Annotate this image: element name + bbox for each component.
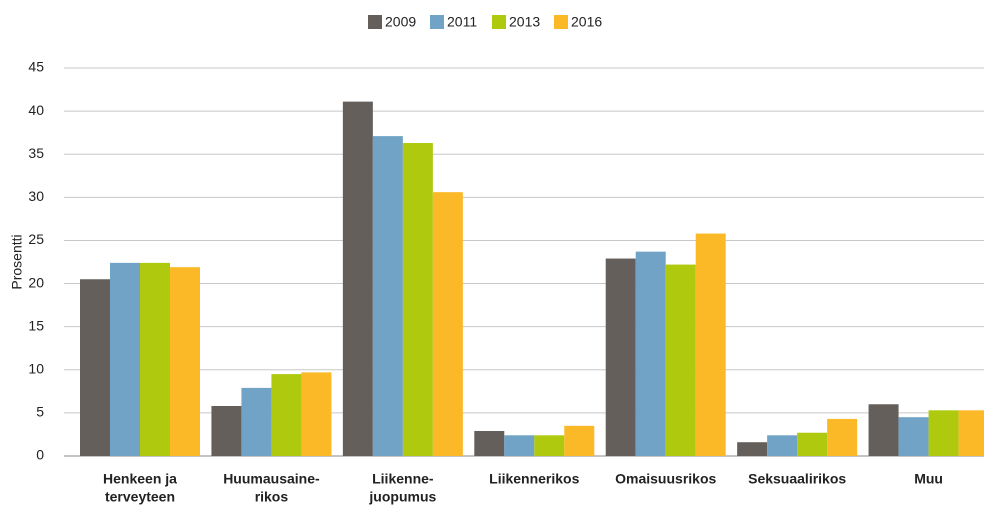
bar xyxy=(695,233,726,456)
bar xyxy=(605,258,636,456)
bar xyxy=(241,387,272,456)
legend-swatch xyxy=(368,15,382,29)
bar xyxy=(928,410,959,456)
y-tick-label: 40 xyxy=(28,102,44,118)
y-tick-label: 30 xyxy=(28,188,44,204)
legend-label: 2013 xyxy=(509,14,540,30)
legend-swatch xyxy=(554,15,568,29)
y-tick-label: 20 xyxy=(28,274,44,290)
bar xyxy=(80,279,110,456)
bar xyxy=(797,432,828,456)
bar xyxy=(474,430,505,456)
bar xyxy=(958,410,984,456)
bar xyxy=(665,264,696,456)
x-tick-label: Huumausaine- xyxy=(223,471,320,487)
bar xyxy=(170,267,200,456)
bar xyxy=(211,405,242,456)
bar xyxy=(827,418,858,456)
bar xyxy=(140,262,170,456)
x-tick-label: Omaisuusrikos xyxy=(615,471,716,487)
bar xyxy=(110,262,140,456)
x-tick-label: Liikennerikos xyxy=(489,471,579,487)
legend-label: 2011 xyxy=(447,14,477,30)
x-tick-label: Muu xyxy=(914,471,943,487)
y-tick-label: 35 xyxy=(28,145,44,161)
x-tick-label: Liikenne- xyxy=(372,471,434,487)
bar xyxy=(564,425,595,456)
legend-label: 2016 xyxy=(571,14,602,30)
bar xyxy=(898,417,929,456)
y-tick-label: 5 xyxy=(36,404,44,420)
bar xyxy=(432,192,463,456)
y-tick-label: 0 xyxy=(36,447,44,463)
x-tick-label: rikos xyxy=(255,489,289,505)
bar xyxy=(767,435,798,456)
bar xyxy=(737,442,768,456)
legend-swatch xyxy=(430,15,444,29)
y-tick-label: 15 xyxy=(28,317,44,333)
y-tick-label: 25 xyxy=(28,231,44,247)
bar xyxy=(301,372,332,456)
bar xyxy=(402,143,433,456)
y-tick-label: 45 xyxy=(28,59,44,75)
bar xyxy=(635,251,666,456)
bar xyxy=(342,101,373,457)
legend-swatch xyxy=(492,15,506,29)
bar xyxy=(271,374,302,456)
x-tick-label: Seksuaalirikos xyxy=(748,471,846,487)
legend-label: 2009 xyxy=(385,14,416,30)
x-tick-label: juopumus xyxy=(368,489,436,505)
bar xyxy=(534,435,565,456)
bar xyxy=(868,404,899,456)
y-tick-label: 10 xyxy=(28,360,44,376)
bar xyxy=(504,435,535,456)
y-axis-label: Prosentti xyxy=(9,234,25,289)
bar xyxy=(372,136,403,457)
x-tick-label: Henkeen ja xyxy=(103,471,177,487)
x-tick-label: terveyteen xyxy=(105,489,175,505)
